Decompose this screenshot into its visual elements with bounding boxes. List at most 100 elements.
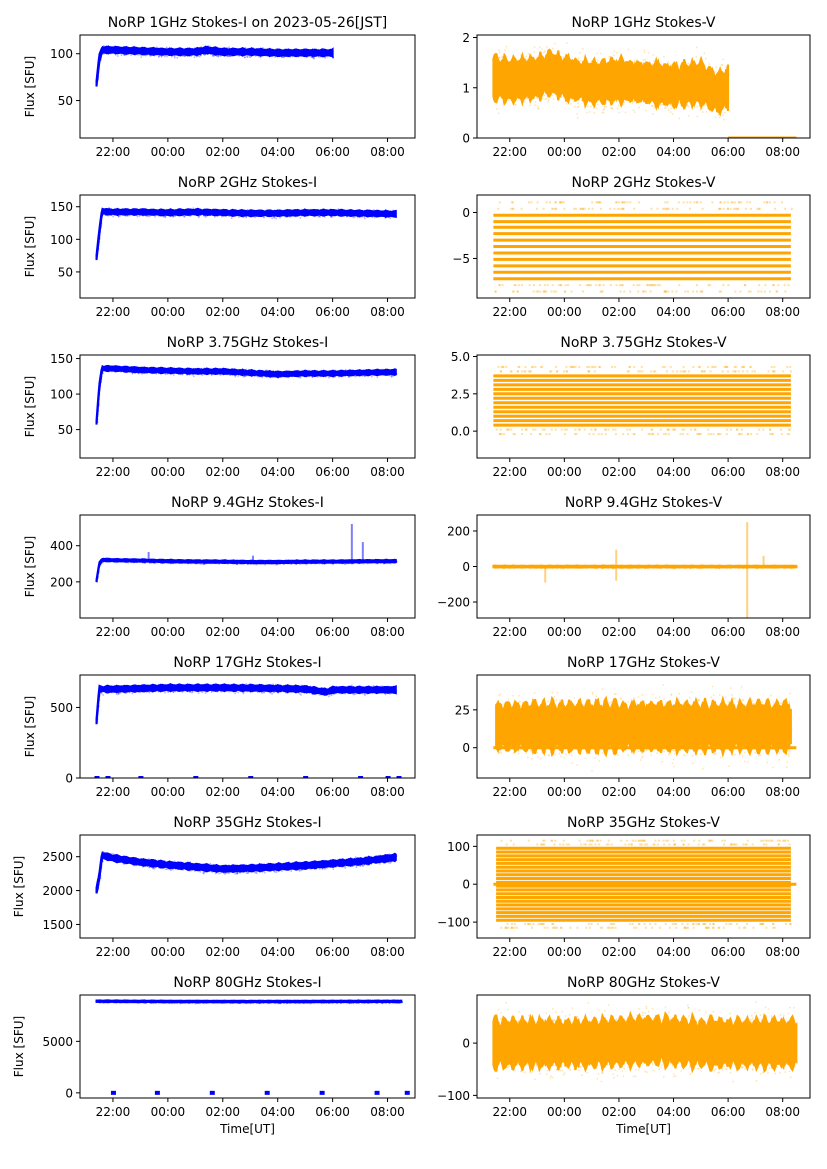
data-point (236, 52, 239, 54)
data-point (621, 70, 623, 72)
data-point (285, 50, 288, 53)
data-point (719, 79, 722, 81)
data-point (708, 99, 710, 101)
data-point (366, 214, 369, 217)
data-point (322, 372, 324, 375)
data-point (130, 54, 132, 56)
data-point (269, 375, 272, 377)
data-point (254, 216, 256, 219)
data-point (317, 215, 320, 218)
data-point (282, 214, 284, 216)
data-point (392, 212, 395, 214)
data-point (375, 215, 377, 217)
data-point (252, 50, 255, 52)
data-point (700, 98, 703, 101)
data-point (306, 51, 308, 53)
data-point (172, 211, 174, 213)
data-point (305, 375, 308, 377)
data-point (361, 216, 363, 218)
data-point (545, 97, 548, 100)
data-point (126, 49, 129, 51)
data-point (254, 214, 257, 216)
data-point (526, 79, 529, 81)
data-point (516, 290, 519, 293)
data-point (126, 212, 129, 214)
data-point (262, 47, 264, 49)
data-point (588, 93, 590, 96)
data-point (522, 91, 524, 94)
data-point (144, 213, 147, 216)
data-point (271, 212, 273, 215)
data-point (365, 213, 368, 215)
data-point (278, 54, 280, 57)
data-point (180, 368, 182, 371)
data-point (220, 51, 223, 53)
data-point (208, 212, 210, 214)
data-point (159, 211, 162, 213)
data-point (112, 48, 115, 50)
data-point (665, 95, 668, 98)
data-point (382, 214, 384, 216)
data-point (97, 244, 100, 247)
data-point (629, 83, 632, 85)
data-point (726, 78, 729, 80)
data-point (693, 97, 695, 99)
data-point (280, 52, 282, 55)
data-point (183, 54, 185, 56)
data-point (179, 371, 182, 373)
data-point (102, 52, 105, 55)
data-point (364, 372, 366, 374)
data-point (561, 88, 563, 90)
data-point (209, 214, 212, 216)
data-point (633, 111, 636, 113)
data-point (202, 370, 204, 372)
data-point (136, 211, 139, 214)
data-point (280, 55, 282, 57)
data-point (316, 53, 318, 56)
data-point (696, 105, 699, 108)
data-point (374, 215, 377, 217)
data-point (297, 213, 300, 215)
data-point (662, 94, 664, 97)
data-point (307, 51, 309, 54)
data-point (219, 50, 222, 53)
data-point (97, 74, 100, 77)
data-point (366, 213, 368, 215)
data-point (378, 372, 380, 375)
data-point (246, 209, 249, 211)
data-point (620, 90, 622, 92)
data-point (343, 209, 345, 212)
data-point (372, 214, 375, 216)
data-point (599, 90, 601, 92)
data-point (143, 213, 145, 216)
data-point (290, 372, 292, 374)
data-point (145, 49, 147, 51)
data-point (710, 73, 713, 75)
data-point (690, 66, 693, 69)
data-point (217, 209, 220, 211)
data-point (280, 210, 282, 213)
data-point (729, 207, 732, 210)
data-point (553, 290, 556, 293)
data-point (583, 101, 585, 104)
data-point (576, 78, 579, 80)
data-point (151, 48, 154, 51)
data-point (575, 68, 577, 70)
data-point (193, 47, 196, 49)
data-point (381, 212, 383, 215)
data-point (297, 214, 300, 217)
data-point (387, 216, 390, 218)
data-point (335, 214, 337, 216)
data-point (263, 213, 265, 215)
data-point (582, 83, 584, 85)
data-point (254, 52, 257, 55)
data-point (186, 212, 188, 214)
data-point (682, 92, 685, 95)
data-point (675, 89, 678, 91)
data-point (366, 214, 369, 216)
data-point (354, 213, 356, 216)
data-point (151, 54, 153, 56)
data-point (330, 215, 333, 218)
data-point (153, 209, 156, 211)
data-point (234, 49, 236, 51)
